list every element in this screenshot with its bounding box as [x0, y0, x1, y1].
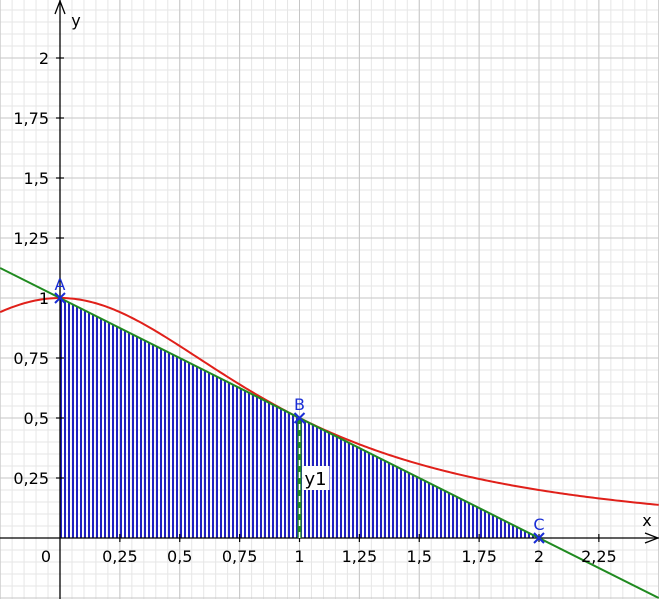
x-tick-label: 0,25 [102, 547, 138, 566]
y-tick-label: 0,25 [13, 469, 49, 488]
point-label-a: A [55, 275, 66, 294]
x-tick-label: 1,75 [461, 547, 497, 566]
curves-layer [0, 267, 659, 599]
point-label-b: B [294, 395, 305, 414]
y-tick-label: 0,5 [24, 409, 49, 428]
point-marker-b-b [293, 412, 306, 424]
x-tick-label: 1 [294, 547, 304, 566]
y-tick-label: 2 [39, 49, 49, 68]
points-layer [54, 292, 545, 544]
y1-label: y1 [305, 469, 327, 490]
y-tick-label: 1,75 [13, 109, 49, 128]
green-tangent-line [0, 267, 659, 599]
point-marker-c-b [533, 532, 545, 544]
labels-layer: 0,25 0,5 0,75 1 1,25 1,5 1,75 2 2,25 0,25 0,5 0,75 1… [13, 11, 651, 566]
x-axis-arrow [644, 532, 659, 544]
x-tick-label: 2 [534, 547, 544, 566]
y-tick-label: 0,75 [13, 349, 49, 368]
y1-label-bg [303, 466, 330, 490]
y-axis-label: y [71, 11, 80, 30]
x-tick-label: 1,5 [407, 547, 432, 566]
point-label-c: C [533, 515, 544, 534]
x-tick-label: 2,25 [581, 547, 617, 566]
point-marker-a-b [54, 292, 66, 304]
x-axis-label: x [642, 511, 651, 530]
y-tick-label: 1 [39, 289, 49, 308]
y-tick-label: 1,25 [13, 229, 49, 248]
x-tick-label: 0,75 [222, 547, 258, 566]
x-tick-label: 0,5 [167, 547, 192, 566]
annotation-layer [297, 418, 330, 538]
x-tick-label: 1,25 [342, 547, 378, 566]
y-axis-arrow [54, 0, 66, 15]
y-tick-label: 1,5 [24, 169, 49, 188]
origin-label: 0 [41, 547, 51, 566]
